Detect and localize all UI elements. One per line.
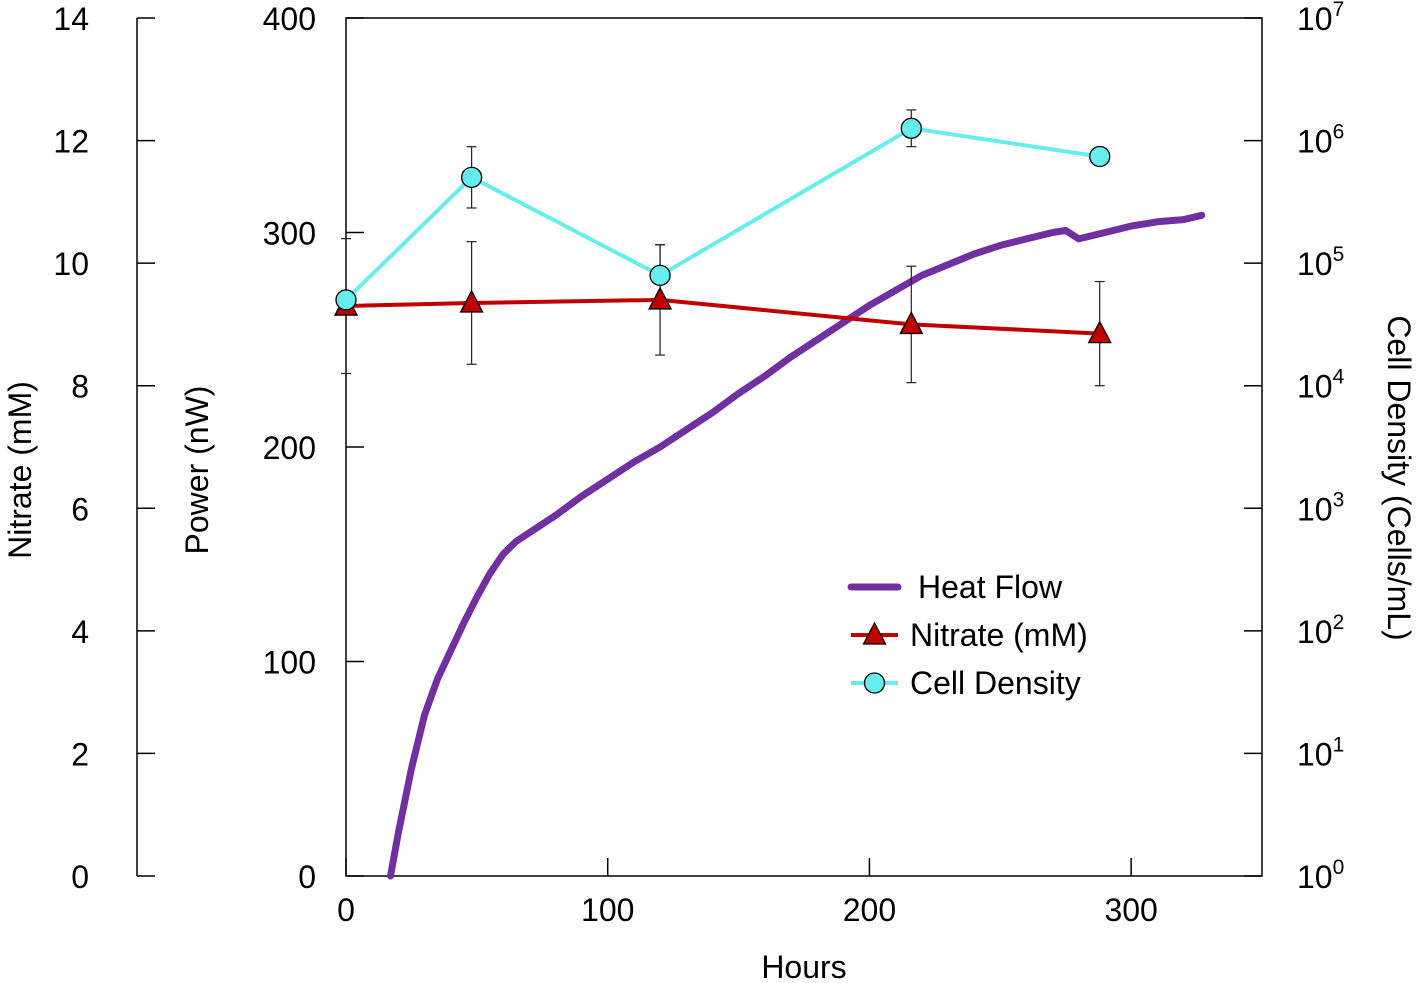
x-tick-label: 200	[843, 892, 896, 928]
nitrate-tick-label: 2	[71, 736, 89, 772]
cell-density-line	[344, 126, 1100, 302]
nitrate-marker	[1087, 320, 1112, 344]
nitrate-axis-title: Nitrate (mM)	[2, 381, 38, 559]
plot-frame	[345, 17, 1263, 877]
nitrate-tick-label: 0	[71, 859, 89, 895]
legend-cell-density-label: Cell Density	[910, 665, 1081, 701]
power-tick-label: 400	[263, 1, 316, 37]
heat-flow-line	[387, 211, 1206, 880]
cell-density-marker	[460, 166, 483, 188]
density-tick-label: 103	[1297, 488, 1344, 527]
x-tick-label: 0	[337, 892, 355, 928]
power-tick-label: 200	[263, 430, 316, 466]
density-tick-label: 104	[1297, 366, 1345, 405]
x-axis-title: Hours	[761, 949, 846, 983]
power-axis-title: Power (nW)	[179, 386, 215, 555]
nitrate-tick-label: 14	[53, 1, 89, 37]
x-tick-label: 300	[1104, 892, 1157, 928]
cell-density-marker	[335, 289, 357, 311]
density-tick-label: 101	[1297, 733, 1344, 772]
density-tick-label: 100	[1297, 856, 1344, 895]
legend: Heat Flow Nitrate (mM) Cell Density	[847, 569, 1088, 701]
cell-density-marker	[900, 117, 922, 139]
x-axis: 0 100 200 300	[337, 858, 1158, 928]
power-tick-label: 300	[263, 216, 316, 252]
nitrate-marker	[459, 289, 484, 313]
power-tick-label: 0	[298, 859, 316, 895]
series-layer	[333, 109, 1206, 880]
nitrate-tick-label: 10	[53, 246, 89, 282]
density-tick-label: 107	[1297, 0, 1344, 37]
nitrate-tick-label: 6	[71, 491, 89, 527]
cell-density-marker	[1089, 145, 1111, 168]
legend-heat-flow-label: Heat Flow	[918, 569, 1063, 605]
nitrate-marker	[647, 286, 673, 310]
power-axis: 0 100 200 300 400	[263, 1, 364, 895]
legend-nitrate-marker	[862, 621, 887, 645]
density-tick-label: 106	[1297, 121, 1344, 160]
legend-cell-density-marker	[863, 672, 886, 694]
nitrate-tick-label: 4	[71, 614, 89, 650]
nitrate-axis: 0 2 4 6 8 10 12 14	[53, 1, 155, 895]
legend-nitrate-label: Nitrate (mM)	[910, 617, 1088, 653]
density-tick-label: 102	[1297, 611, 1344, 650]
cell-density-axis: 100 101 102 103 104 105 106 107	[1244, 0, 1345, 895]
plot-border	[345, 17, 1263, 877]
nitrate-tick-label: 8	[71, 369, 89, 405]
cell-density-axis-title: Cell Density (Cells/mL)	[1381, 315, 1417, 640]
nitrate-line	[345, 297, 1100, 336]
x-tick-label: 100	[581, 892, 634, 928]
nitrate-tick-label: 12	[53, 124, 89, 160]
power-tick-label: 100	[263, 645, 316, 681]
density-tick-label: 105	[1297, 243, 1344, 282]
nitrate-marker	[899, 311, 924, 335]
cell-density-marker	[649, 264, 671, 287]
